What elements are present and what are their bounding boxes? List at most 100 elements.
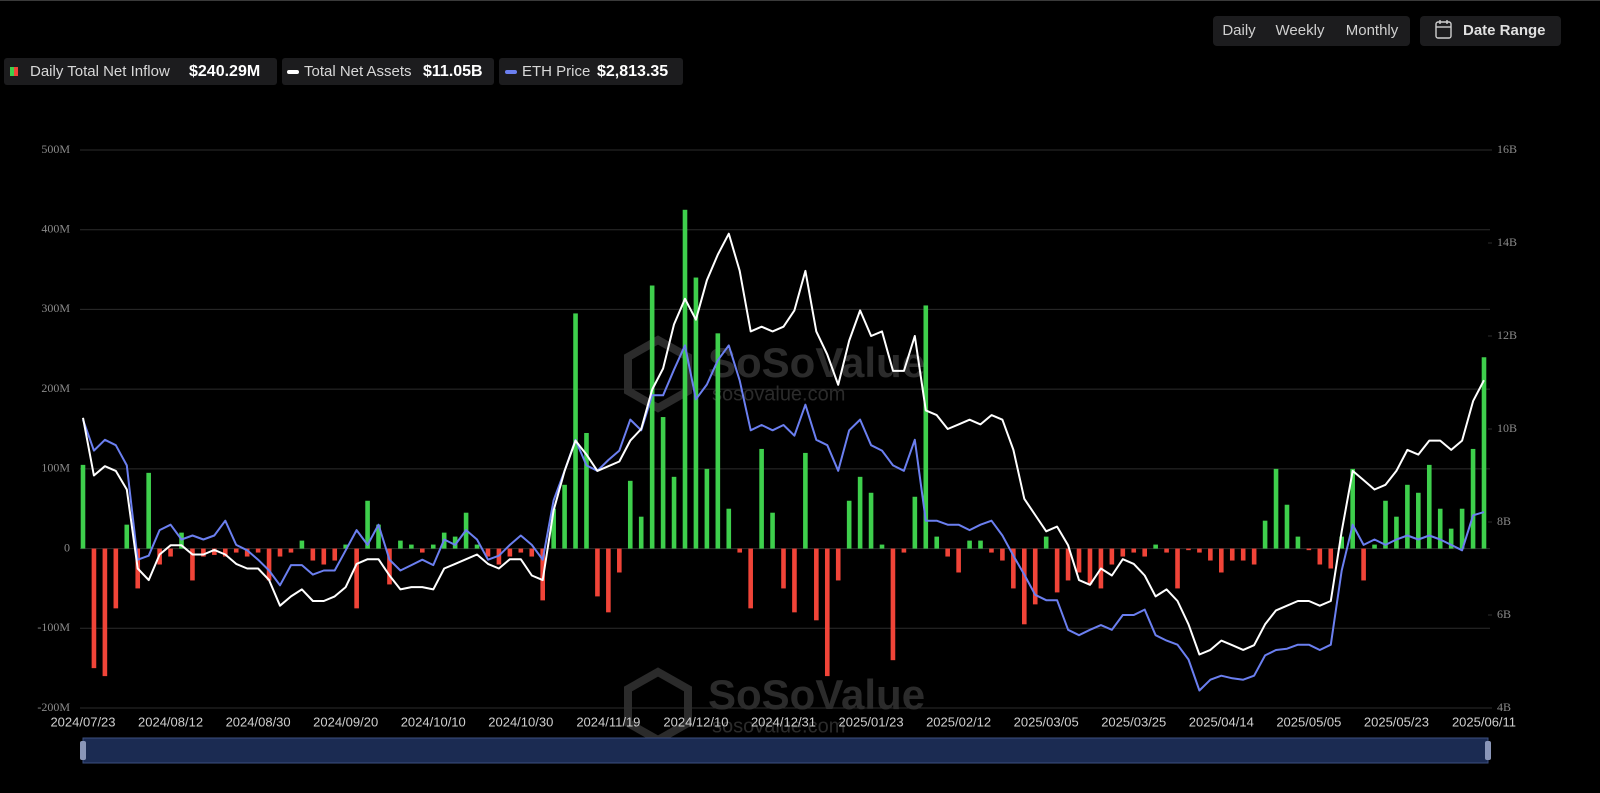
- bar: [529, 548, 535, 557]
- y-tick-label: -200M: [37, 700, 70, 714]
- bar: [1372, 544, 1377, 549]
- bar: [168, 548, 173, 557]
- bar: [1219, 548, 1224, 573]
- y2-tick-label: 4B: [1497, 700, 1511, 714]
- y2-tick-label: 10B: [1497, 421, 1517, 435]
- legend-value: $240.29M: [189, 63, 260, 80]
- legend-value: $2,813.35: [597, 63, 668, 80]
- bar: [1416, 492, 1421, 549]
- bar: [1240, 548, 1246, 561]
- date-range-label[interactable]: Date Range: [1463, 22, 1546, 39]
- bar: [1186, 548, 1191, 551]
- bar: [660, 417, 666, 549]
- bar: [1394, 516, 1399, 549]
- bar: [584, 432, 589, 549]
- bar: [518, 548, 524, 553]
- bar: [233, 548, 239, 553]
- bar: [1295, 536, 1301, 549]
- bar: [222, 548, 228, 557]
- bar: [1197, 548, 1202, 553]
- bar: [956, 548, 961, 573]
- bar: [409, 544, 414, 549]
- bar: [846, 500, 852, 549]
- x-tick-label: 2024/07/23: [50, 714, 115, 729]
- navigator[interactable]: [82, 737, 1489, 764]
- bar: [1120, 548, 1126, 557]
- bar: [1021, 548, 1027, 625]
- bar: [1426, 464, 1432, 549]
- x-tick-label: 2024/10/10: [401, 714, 466, 729]
- bar: [201, 548, 206, 557]
- watermark-brand: SoSoValue: [708, 339, 925, 386]
- bar: [1032, 548, 1038, 605]
- x-tick-label: 2025/05/05: [1276, 714, 1341, 729]
- bar: [1164, 548, 1169, 553]
- bar: [124, 524, 130, 549]
- bar: [277, 548, 283, 557]
- bar: [507, 548, 513, 557]
- y2-tick-label: 14B: [1497, 235, 1517, 249]
- y2-tick-label: 12B: [1497, 328, 1517, 342]
- bar: [212, 548, 217, 555]
- bar: [1131, 548, 1137, 553]
- bar: [1273, 468, 1279, 549]
- x-tick-label: 2025/02/12: [926, 714, 991, 729]
- x-tick-label: 2025/06/11: [1452, 714, 1516, 729]
- bar: [803, 452, 808, 549]
- bar: [748, 548, 753, 609]
- bar: [1459, 508, 1465, 549]
- bar: [398, 540, 403, 549]
- bar: [420, 548, 425, 553]
- x-tick-label: 2024/12/10: [663, 714, 728, 729]
- bar: [824, 548, 830, 677]
- bar: [430, 544, 436, 549]
- bar: [638, 516, 644, 549]
- period-button[interactable]: Daily: [1222, 22, 1256, 39]
- bar: [1350, 468, 1355, 549]
- bar: [978, 540, 983, 549]
- legend-swatch: [287, 70, 299, 74]
- y-tick-label: 0: [64, 540, 70, 554]
- bar: [945, 548, 950, 557]
- x-tick-label: 2025/04/14: [1189, 714, 1254, 729]
- bar: [857, 476, 863, 549]
- bar: [737, 548, 743, 553]
- bar: [1361, 548, 1366, 581]
- watermark-brand: SoSoValue: [708, 671, 925, 718]
- bar: [1405, 484, 1410, 549]
- calendar-icon: [1435, 20, 1452, 39]
- bar: [266, 548, 272, 581]
- navigator-handle[interactable]: [1485, 741, 1491, 760]
- bar: [244, 548, 250, 557]
- bar: [617, 548, 622, 573]
- bar: [343, 544, 348, 549]
- x-tick-label: 2025/05/23: [1364, 714, 1429, 729]
- period-button[interactable]: Monthly: [1346, 22, 1399, 39]
- x-tick-label: 2025/03/05: [1014, 714, 1079, 729]
- line: [82, 344, 1485, 692]
- legend-swatch: [505, 70, 517, 74]
- x-tick-label: 2024/11/19: [576, 714, 640, 729]
- period-group: [1213, 16, 1410, 46]
- bar: [354, 548, 359, 609]
- bar: [868, 492, 874, 549]
- bar: [146, 472, 151, 549]
- legend-chip: [499, 58, 683, 85]
- bar: [759, 448, 764, 549]
- bar: [595, 548, 600, 597]
- date-range-button[interactable]: [1420, 16, 1561, 46]
- x-tick-label: 2024/12/31: [751, 714, 816, 729]
- legend-chip: [4, 58, 277, 85]
- bar: [704, 468, 710, 549]
- x-tick-label: 2025/01/23: [839, 714, 904, 729]
- bar: [1076, 548, 1082, 573]
- bar: [332, 548, 338, 561]
- bar: [573, 313, 578, 549]
- bar: [102, 548, 108, 677]
- bar: [365, 500, 370, 549]
- navigator-handle[interactable]: [80, 741, 86, 760]
- bar: [726, 508, 732, 549]
- period-button[interactable]: Weekly: [1276, 22, 1325, 39]
